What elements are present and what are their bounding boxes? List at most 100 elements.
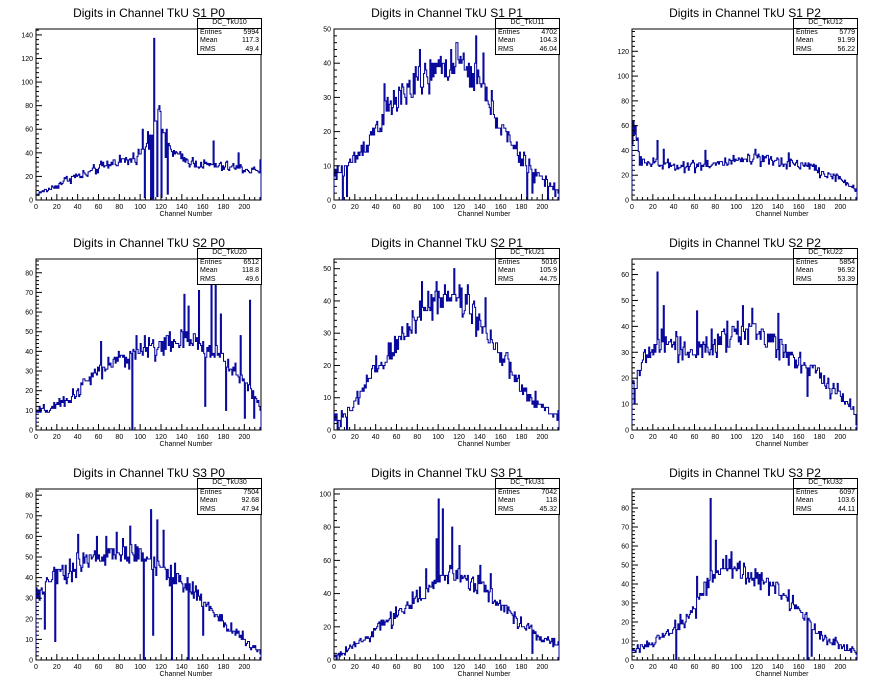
x-tick-label: 160 bbox=[793, 434, 805, 441]
stats-row-rms: RMS 56.22 bbox=[794, 46, 857, 55]
stats-name: DC_TkU22 bbox=[794, 249, 857, 259]
histogram-title: Digits in Channel TkU S1 P1 bbox=[371, 6, 523, 20]
x-tick-label: 80 bbox=[115, 434, 123, 441]
x-tick-label: 200 bbox=[834, 664, 846, 671]
histogram-pad: 0 20 40 60 80 100 120 140 160 180 200 0 10 20 30 40 50 Ch… bbox=[298, 230, 596, 460]
stats-value: 91.99 bbox=[837, 37, 855, 45]
stats-value: 56.22 bbox=[837, 45, 855, 53]
y-tick-label: 60 bbox=[25, 310, 33, 317]
stats-label: Entries bbox=[796, 28, 818, 36]
x-tick-label: 100 bbox=[134, 204, 146, 211]
x-axis-label: Channel Number bbox=[756, 671, 810, 678]
stats-row-rms: RMS 49.6 bbox=[198, 276, 261, 285]
y-tick-label: 60 bbox=[621, 544, 629, 551]
y-tick-label: 10 bbox=[621, 639, 629, 646]
y-tick-label: 80 bbox=[621, 98, 629, 105]
stats-label: RMS bbox=[796, 275, 812, 283]
stats-name: DC_TkU20 bbox=[198, 249, 261, 259]
stats-name: DC_TkU11 bbox=[496, 19, 559, 29]
x-tick-label: 0 bbox=[630, 204, 634, 211]
y-tick-label: 140 bbox=[21, 32, 33, 39]
x-tick-label: 0 bbox=[332, 434, 336, 441]
x-tick-label: 140 bbox=[772, 664, 784, 671]
stats-value: 44.11 bbox=[838, 505, 855, 513]
stats-label: RMS bbox=[796, 505, 812, 513]
stats-value: 6097 bbox=[839, 488, 855, 496]
y-tick-label: 40 bbox=[25, 150, 33, 157]
stats-value: 5854 bbox=[839, 258, 855, 266]
y-tick-label: 80 bbox=[25, 270, 33, 277]
y-tick-label: 40 bbox=[323, 591, 331, 598]
stats-value: 45.32 bbox=[539, 505, 557, 513]
stats-value: 5779 bbox=[839, 28, 855, 36]
histogram-line bbox=[333, 35, 560, 201]
stats-value: 6512 bbox=[243, 258, 259, 266]
y-tick-label: 40 bbox=[323, 298, 331, 305]
histogram-pad: 0 20 40 60 80 100 120 140 160 180 200 0 20 40 60 80 100 1… bbox=[596, 0, 894, 230]
histogram-title: Digits in Channel TkU S3 P0 bbox=[73, 466, 225, 480]
x-tick-label: 180 bbox=[516, 204, 528, 211]
stats-name: DC_TkU32 bbox=[794, 479, 857, 489]
x-tick-label: 160 bbox=[495, 204, 507, 211]
x-tick-label: 140 bbox=[474, 434, 486, 441]
y-tick-label: 0 bbox=[327, 198, 331, 205]
x-tick-label: 160 bbox=[197, 434, 209, 441]
y-tick-label: 0 bbox=[327, 428, 331, 435]
stats-label: Entries bbox=[796, 258, 818, 266]
histogram-title: Digits in Channel TkU S3 P1 bbox=[371, 466, 523, 480]
y-tick-label: 20 bbox=[25, 174, 33, 181]
y-tick-label: 50 bbox=[25, 329, 33, 336]
histogram-plot: 0 20 40 60 80 100 120 140 160 180 200 0 20 40 60 80 100 C… bbox=[319, 488, 560, 678]
stats-label: Entries bbox=[498, 258, 520, 266]
y-tick-label: 100 bbox=[319, 491, 331, 498]
y-tick-label: 20 bbox=[25, 388, 33, 395]
y-tick-label: 30 bbox=[323, 331, 331, 338]
stats-row-mean: Mean 91.99 bbox=[794, 37, 857, 46]
x-tick-label: 160 bbox=[495, 434, 507, 441]
stats-value: 118.8 bbox=[242, 267, 259, 275]
x-tick-label: 160 bbox=[197, 204, 209, 211]
stats-row-rms: RMS 49.4 bbox=[198, 46, 261, 55]
x-tick-label: 200 bbox=[238, 434, 250, 441]
stats-row-mean: Mean 117.3 bbox=[198, 37, 261, 46]
stats-name: DC_TkU31 bbox=[496, 479, 559, 489]
x-tick-label: 180 bbox=[516, 664, 528, 671]
stats-label: Mean bbox=[498, 37, 516, 45]
stats-name: DC_TkU30 bbox=[198, 479, 261, 489]
stats-row-entries: Entries 5994 bbox=[198, 29, 261, 38]
x-tick-label: 180 bbox=[814, 664, 826, 671]
x-tick-label: 60 bbox=[691, 204, 699, 211]
x-tick-label: 20 bbox=[53, 434, 61, 441]
stats-value: 105.9 bbox=[539, 267, 557, 275]
histogram-title: Digits in Channel TkU S2 P2 bbox=[669, 236, 821, 250]
histogram-plot: 0 20 40 60 80 100 120 140 160 180 200 0 10 20 30 40 50 60… bbox=[621, 258, 858, 448]
x-tick-label: 100 bbox=[432, 664, 444, 671]
stats-label: Mean bbox=[796, 267, 814, 275]
stats-value: 49.4 bbox=[245, 45, 259, 53]
y-tick-label: 0 bbox=[29, 658, 33, 665]
stats-value: 5016 bbox=[541, 258, 557, 266]
stats-box: DC_TkU22 Entries 5854 Mean 96.92 RMS 53.39 bbox=[793, 248, 858, 286]
histogram-line bbox=[333, 268, 560, 431]
stats-label: RMS bbox=[200, 275, 216, 283]
y-tick-label: 70 bbox=[25, 290, 33, 297]
histogram-pad: 0 20 40 60 80 100 120 140 160 180 200 0 10 20 30 40 50 60… bbox=[596, 460, 894, 690]
y-tick-label: 0 bbox=[29, 198, 33, 205]
x-tick-label: 200 bbox=[536, 664, 548, 671]
stats-label: Entries bbox=[200, 488, 222, 496]
x-tick-label: 60 bbox=[393, 434, 401, 441]
x-tick-label: 180 bbox=[218, 664, 230, 671]
x-tick-label: 200 bbox=[834, 434, 846, 441]
stats-row-mean: Mean 103.6 bbox=[794, 497, 857, 506]
x-tick-label: 160 bbox=[793, 664, 805, 671]
histogram-pad: 0 20 40 60 80 100 120 140 160 180 200 0 10 20 30 40 50 60… bbox=[0, 460, 298, 690]
y-tick-label: 20 bbox=[323, 129, 331, 136]
x-tick-label: 100 bbox=[730, 204, 742, 211]
y-tick-label: 0 bbox=[625, 198, 629, 205]
histogram-title: Digits in Channel TkU S1 P2 bbox=[669, 6, 821, 20]
y-tick-label: 50 bbox=[323, 266, 331, 273]
x-tick-label: 180 bbox=[218, 434, 230, 441]
plot-frame bbox=[631, 488, 858, 661]
x-tick-label: 60 bbox=[95, 434, 103, 441]
y-tick-label: 50 bbox=[621, 298, 629, 305]
